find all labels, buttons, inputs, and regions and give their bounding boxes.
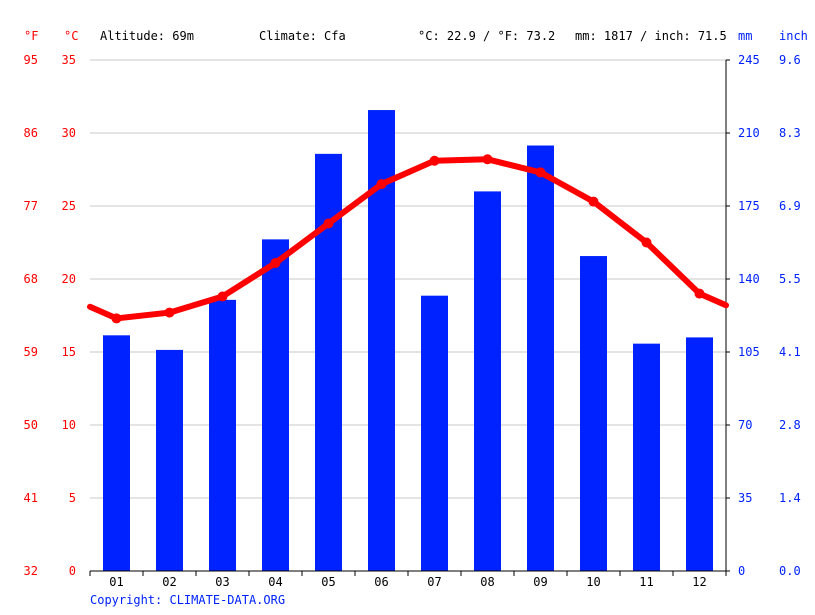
celsius-tick-label: 0	[69, 564, 76, 578]
unit-celsius-label: °C	[64, 29, 78, 43]
precipitation-bar	[156, 349, 183, 571]
mm-tick-label: 210	[738, 126, 760, 140]
mm-tick-label: 70	[738, 418, 752, 432]
temperature-point	[641, 237, 652, 248]
tick-labels: 32 0 0 0.0 41 5 35 1.4 50 10 70 2.8 59 15 105 4.1 68 20 14…	[24, 53, 801, 589]
mm-tick-label: 175	[738, 199, 760, 213]
precipitation-bar	[262, 239, 289, 571]
inch-tick-label: 5.5	[779, 272, 801, 286]
fahrenheit-tick-label: 41	[24, 491, 38, 505]
month-tick-label: 05	[321, 575, 335, 589]
fahrenheit-tick-label: 68	[24, 272, 38, 286]
month-tick-label: 07	[427, 575, 441, 589]
precipitation-bar	[421, 295, 448, 571]
temperature-point	[270, 257, 281, 268]
inch-tick-label: 2.8	[779, 418, 801, 432]
temperature-point	[323, 218, 334, 229]
inch-tick-label: 0.0	[779, 564, 801, 578]
fahrenheit-tick-label: 95	[24, 53, 38, 67]
precipitation-bar	[474, 191, 501, 571]
unit-fahrenheit-label: °F	[24, 29, 38, 43]
celsius-tick-label: 35	[62, 53, 76, 67]
month-tick-label: 01	[109, 575, 123, 589]
temperature-point	[694, 288, 705, 299]
month-tick-label: 06	[374, 575, 388, 589]
climate-label: Climate: Cfa	[259, 29, 346, 43]
copyright-label: Copyright: CLIMATE-DATA.ORG	[90, 593, 285, 607]
axes	[89, 59, 730, 576]
temperature-point	[482, 154, 493, 165]
inch-tick-label: 1.4	[779, 491, 801, 505]
temperature-point	[217, 291, 228, 302]
celsius-tick-label: 15	[62, 345, 76, 359]
month-tick-label: 10	[586, 575, 600, 589]
precipitation-bar	[580, 256, 607, 571]
mm-tick-label: 245	[738, 53, 760, 67]
month-tick-label: 02	[162, 575, 176, 589]
month-tick-label: 03	[215, 575, 229, 589]
celsius-tick-label: 5	[69, 491, 76, 505]
month-tick-label: 11	[639, 575, 653, 589]
fahrenheit-tick-label: 50	[24, 418, 38, 432]
temperature-point	[376, 179, 387, 190]
month-tick-label: 09	[533, 575, 547, 589]
altitude-label: Altitude: 69m	[100, 29, 194, 43]
precipitation-bars	[103, 110, 713, 572]
fahrenheit-tick-label: 32	[24, 564, 38, 578]
precipitation-bar	[527, 145, 554, 571]
inch-tick-label: 6.9	[779, 199, 801, 213]
temperature-point	[535, 167, 546, 178]
temperature-point	[111, 313, 122, 324]
precipitation-bar	[686, 337, 713, 571]
fahrenheit-tick-label: 59	[24, 345, 38, 359]
fahrenheit-tick-label: 86	[24, 126, 38, 140]
precipitation-bar	[103, 335, 130, 571]
fahrenheit-tick-label: 77	[24, 199, 38, 213]
mm-tick-label: 140	[738, 272, 760, 286]
temperature-point	[588, 196, 599, 207]
celsius-tick-label: 30	[62, 126, 76, 140]
month-tick-label: 12	[692, 575, 706, 589]
grid-lines	[90, 59, 726, 499]
celsius-tick-label: 25	[62, 199, 76, 213]
inch-tick-label: 9.6	[779, 53, 801, 67]
celsius-tick-label: 10	[62, 418, 76, 432]
average-temperature-label: °C: 22.9 / °F: 73.2	[418, 29, 555, 43]
inch-tick-label: 8.3	[779, 126, 801, 140]
temperature-point	[164, 307, 175, 318]
unit-inch-label: inch	[779, 29, 808, 43]
mm-tick-label: 105	[738, 345, 760, 359]
celsius-tick-label: 20	[62, 272, 76, 286]
temperature-point	[429, 155, 440, 166]
month-tick-label: 08	[480, 575, 494, 589]
unit-mm-label: mm	[738, 29, 752, 43]
temperature-line-group	[87, 154, 729, 324]
mm-tick-label: 0	[738, 564, 745, 578]
mm-tick-label: 35	[738, 491, 752, 505]
precipitation-bar	[633, 343, 660, 571]
temperature-line	[87, 156, 729, 322]
precipitation-bar	[209, 299, 236, 571]
inch-tick-label: 4.1	[779, 345, 801, 359]
annual-precipitation-label: mm: 1817 / inch: 71.5	[575, 29, 727, 43]
month-tick-label: 04	[268, 575, 282, 589]
